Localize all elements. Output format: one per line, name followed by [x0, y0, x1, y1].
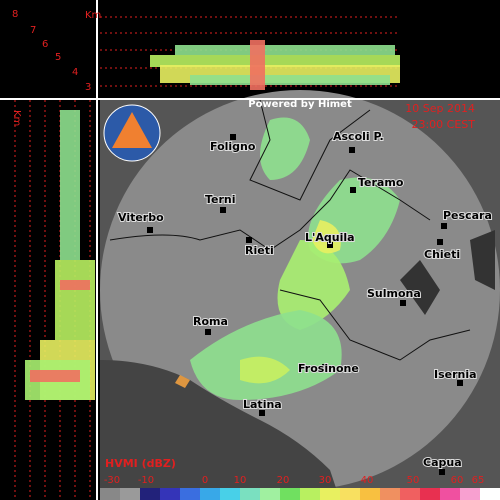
credit: Powered by Himet — [248, 99, 352, 110]
city-label: Foligno — [210, 140, 256, 153]
echo — [30, 370, 80, 382]
city-label: Roma — [193, 315, 228, 328]
city-marker — [441, 223, 447, 229]
city-marker — [246, 237, 252, 243]
colorbar-label: -30 — [104, 475, 120, 486]
city-label: Rieti — [245, 244, 274, 257]
echo — [312, 220, 341, 254]
colorbar-label: 20 — [277, 475, 290, 486]
logo — [103, 104, 161, 162]
echo — [277, 240, 350, 330]
colorbar-label: 65 — [472, 475, 485, 486]
city-label: Terni — [205, 193, 236, 206]
boundaries — [109, 99, 471, 361]
colorbar-swatch — [100, 488, 120, 500]
echo — [260, 117, 310, 180]
city-marker — [349, 147, 355, 153]
date: 10 Sep 2014 — [405, 102, 475, 115]
height-label: 8 — [12, 9, 18, 20]
city-label: L'Aquila — [305, 231, 355, 244]
echo — [55, 260, 95, 340]
colorbar-swatch — [260, 488, 280, 500]
echo — [60, 280, 90, 290]
height-label: 3 — [85, 82, 91, 93]
colorbar-label: 40 — [361, 475, 374, 486]
city-label: Ascoli P. — [333, 130, 384, 143]
city-marker — [230, 134, 236, 140]
border — [279, 289, 471, 361]
colorbar-label: 50 — [407, 475, 420, 486]
colorbar-label: 0 — [202, 475, 208, 486]
echo — [240, 356, 290, 384]
colorbar-swatch — [180, 488, 200, 500]
city-marker — [437, 239, 443, 245]
echo — [175, 45, 395, 55]
colorbar-swatch — [320, 488, 340, 500]
colorbar-swatch — [200, 488, 220, 500]
city-marker — [205, 329, 211, 335]
city-marker — [457, 380, 463, 386]
echo-layer — [175, 117, 400, 400]
echo — [250, 40, 265, 90]
echo — [190, 310, 342, 400]
city-marker — [439, 469, 445, 475]
colorbar-swatch — [300, 488, 320, 500]
city-label: Viterbo — [118, 211, 164, 224]
colorbar-swatch — [480, 488, 500, 500]
city-marker — [220, 207, 226, 213]
colorbar-swatch — [440, 488, 460, 500]
colorbar-label: 30 — [319, 475, 332, 486]
colorbar-swatch — [380, 488, 400, 500]
colorbar-title: HVMI (dBZ) — [105, 457, 176, 470]
colorbar-swatch — [280, 488, 300, 500]
city-label: Sulmona — [367, 287, 421, 300]
echo — [190, 75, 390, 85]
km-label: Km — [85, 10, 101, 21]
city-label: Pescara — [443, 209, 492, 222]
city-label: Isernia — [434, 368, 477, 381]
height-label: 4 — [72, 67, 78, 78]
border — [109, 169, 431, 251]
colorbar-label: 10 — [234, 475, 247, 486]
border — [249, 99, 371, 201]
city-label: Frosinone — [298, 362, 359, 375]
colorbar-swatch — [360, 488, 380, 500]
city-label: Chieti — [424, 248, 460, 261]
colorbar-swatch — [160, 488, 180, 500]
height-label: 7 — [30, 25, 36, 36]
colorbar-swatch — [400, 488, 420, 500]
city-label: Latina — [243, 398, 282, 411]
echo — [175, 375, 190, 388]
city-marker — [259, 410, 265, 416]
city-marker — [147, 227, 153, 233]
echo — [150, 55, 400, 67]
colorbar-swatch — [460, 488, 480, 500]
colorbar-swatch — [340, 488, 360, 500]
colorbar-label: 60 — [451, 475, 464, 486]
city-marker — [322, 364, 328, 370]
colorbar-swatch — [240, 488, 260, 500]
city-marker — [400, 300, 406, 306]
colorbar-label: -10 — [138, 475, 154, 486]
city-marker — [350, 187, 356, 193]
mountains — [400, 230, 495, 315]
height-label: 6 — [42, 39, 48, 50]
km-label: Km — [11, 110, 22, 126]
city-marker — [327, 242, 333, 248]
city-label: Capua — [423, 456, 462, 469]
echo — [60, 110, 80, 260]
colorbar-swatch — [420, 488, 440, 500]
colorbar-swatch — [220, 488, 240, 500]
logo-triangle — [112, 112, 152, 148]
sea — [100, 360, 340, 500]
height-label: 5 — [55, 52, 61, 63]
colorbar-swatch — [120, 488, 140, 500]
colorbar-swatch — [140, 488, 160, 500]
time: 23:00 CEST — [411, 118, 475, 131]
city-label: Teramo — [358, 176, 404, 189]
